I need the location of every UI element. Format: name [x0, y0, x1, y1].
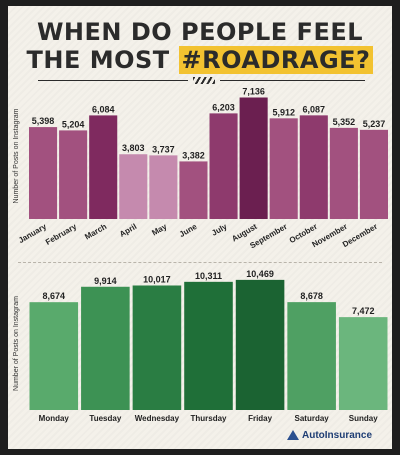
bar-august — [239, 97, 268, 219]
value-label: 5,912 — [272, 107, 295, 117]
bar-november — [329, 127, 358, 219]
title-rule-right — [220, 80, 365, 81]
value-label: 6,087 — [303, 104, 326, 114]
bar-december — [359, 129, 388, 219]
value-label: 10,469 — [246, 269, 274, 279]
value-label: 10,017 — [143, 274, 171, 284]
category-label: February — [44, 222, 79, 247]
y-axis-label: Number of Posts on Instagram — [13, 296, 20, 391]
title-rule-left — [38, 80, 188, 81]
stripes-ornament — [193, 77, 215, 84]
monthly-chart: Number of Posts on Instagram 5,398 January… — [13, 86, 388, 250]
category-label: Monday — [39, 414, 70, 423]
bar-thursday — [184, 281, 233, 410]
infographic-card: WHEN DO PEOPLE FEEL THE MOST #ROADRAGE? — [8, 6, 392, 449]
value-label: 10,311 — [195, 271, 222, 281]
category-label: April — [118, 222, 138, 239]
title-hashtag: #ROADRAGE? — [178, 46, 374, 74]
bar-march — [89, 115, 118, 219]
bar-july — [209, 113, 238, 219]
bar-february — [59, 130, 88, 219]
value-label: 9,914 — [94, 276, 117, 286]
value-label: 7,472 — [352, 306, 375, 316]
value-label: 3,382 — [182, 150, 205, 160]
bar-september — [269, 118, 298, 219]
bar-april — [119, 154, 148, 219]
bar-tuesday — [81, 286, 130, 410]
category-label: May — [150, 222, 168, 238]
brand-logo: AutoInsurance — [287, 428, 372, 442]
triangle-logo-icon — [287, 430, 299, 440]
value-label: 5,204 — [62, 119, 85, 129]
category-label: Sunday — [349, 414, 378, 423]
category-label: Saturday — [295, 414, 330, 423]
value-label: 3,737 — [152, 144, 175, 154]
value-label: 8,674 — [43, 291, 66, 301]
category-label: Wednesday — [135, 414, 180, 423]
value-label: 5,398 — [32, 116, 55, 126]
category-label: Thursday — [190, 414, 227, 423]
category-label: March — [83, 222, 108, 242]
title-line-1: WHEN DO PEOPLE FEEL — [36, 18, 364, 46]
bar-may — [149, 155, 178, 219]
section-divider — [18, 262, 382, 263]
bar-october — [299, 115, 328, 219]
weekly-chart: Number of Posts on Instagram 8,674 Monday 9… — [13, 269, 388, 423]
bar-wednesday — [132, 285, 182, 410]
bar-monday — [29, 302, 79, 410]
value-label: 8,678 — [300, 291, 323, 301]
bar-june — [179, 161, 208, 219]
category-label: Tuesday — [89, 414, 121, 423]
category-label: June — [178, 222, 199, 239]
brand-name: AutoInsurance — [302, 429, 373, 441]
value-label: 6,203 — [212, 102, 235, 112]
title-prefix: THE MOST — [26, 46, 179, 74]
value-label: 3,803 — [122, 143, 145, 153]
value-label: 6,084 — [92, 104, 115, 114]
bar-friday — [235, 279, 285, 410]
value-label: 7,136 — [242, 86, 265, 96]
bar-january — [29, 127, 58, 219]
value-label: 5,352 — [333, 117, 356, 127]
category-label: July — [210, 222, 229, 238]
bar-saturday — [287, 302, 336, 410]
value-label: 5,237 — [363, 119, 386, 129]
bar-sunday — [338, 317, 388, 410]
category-label: Friday — [248, 414, 273, 423]
title-line-2: THE MOST #ROADRAGE? — [8, 46, 392, 74]
category-label: January — [17, 222, 49, 245]
y-axis-label: Number of Posts on Instagram — [13, 108, 20, 203]
